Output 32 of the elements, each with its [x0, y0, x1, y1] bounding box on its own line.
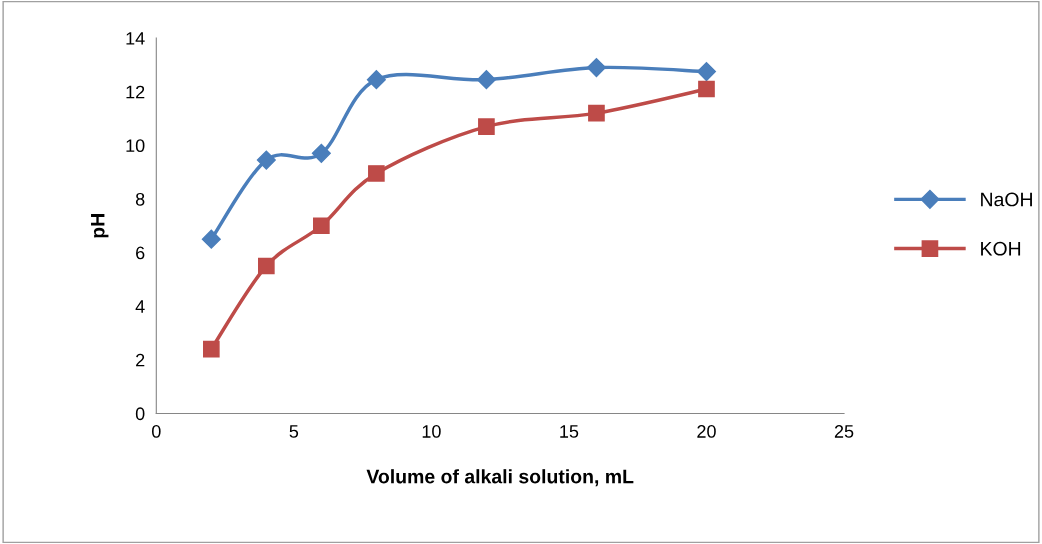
x-tick-label: 0 — [151, 425, 161, 438]
x-tick-label: 15 — [560, 425, 579, 438]
point — [698, 80, 715, 98]
y-tick-label: 2 — [136, 353, 145, 367]
point — [256, 150, 276, 170]
y-tick-label: 6 — [136, 246, 145, 260]
point — [311, 143, 331, 163]
point — [368, 165, 385, 182]
point — [201, 229, 221, 249]
point — [476, 70, 496, 90]
x-tick-label: 25 — [834, 425, 854, 438]
y-tick-label: 8 — [135, 192, 145, 206]
x-tick-label: 10 — [422, 425, 441, 438]
point — [696, 62, 717, 82]
x-tick-label: 5 — [289, 425, 299, 438]
point — [258, 257, 275, 275]
y-axis-title: pH — [91, 214, 109, 238]
y-tick-label: 10 — [126, 139, 145, 153]
y-tick-label: 4 — [135, 300, 145, 313]
legend-label: KOH — [981, 241, 1021, 256]
point — [202, 340, 220, 358]
point — [478, 118, 495, 135]
point — [366, 70, 386, 90]
point — [313, 217, 330, 235]
y-tick-label: 14 — [126, 32, 145, 45]
y-tick-label: 12 — [126, 85, 145, 99]
point — [588, 104, 605, 122]
x-axis-title: Volume of alkali solution, mL — [366, 469, 634, 487]
x-tick-label: 20 — [697, 425, 716, 438]
y-tick-label: 0 — [135, 407, 145, 421]
point — [586, 58, 606, 78]
legend-label: NaOH — [981, 192, 1032, 207]
